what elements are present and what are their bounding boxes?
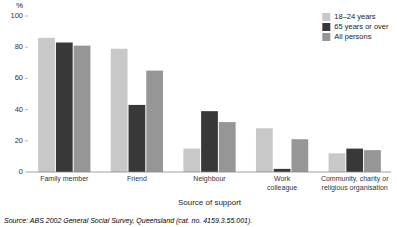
y-tick [25,47,28,48]
y-tick-label: 100 [10,11,23,20]
x-tick-label: Work colleague [267,175,297,192]
bar [183,149,200,172]
y-tick-label: 40 [15,105,23,114]
x-tick-label: Community, charity orreligious organisat… [321,175,389,192]
x-tick-label-line: Family member [40,175,89,183]
bar [74,46,91,172]
x-tick-label-line: Work [274,175,291,182]
bar [111,49,128,172]
y-tick-label: 20 [15,136,23,145]
bar [129,105,146,172]
chart: 0 20 40 60 80 100% Family member Friend Neighbou… [0,0,397,227]
y-tick-label: 0 [19,167,23,176]
x-tick-label-line: Community, charity or [321,175,389,183]
y-tick [25,78,28,79]
x-axis-label: Source of support [178,198,242,207]
bar [291,139,308,172]
bar [329,153,346,172]
y-tick-label: 60 [15,73,23,82]
y-axis-label: % [16,1,23,10]
legend-swatch [322,23,330,31]
y-tick [25,16,28,17]
legend-label: 65 years or over [334,22,389,31]
y-tick [25,172,28,173]
x-tick-label: Neighbour [193,175,226,183]
bars [38,38,381,172]
legend-label: 18–24 years [334,12,376,21]
bar [219,122,236,172]
bar [38,38,55,172]
legend-label: All persons [334,32,371,41]
bar [364,150,381,172]
y-tick [25,109,28,110]
y-tick [25,140,28,141]
bar [256,128,273,172]
x-tick-label-line: colleague [267,184,297,192]
bar [201,111,218,172]
bar [346,149,363,172]
x-tick-label-line: religious organisation [322,184,388,192]
bar [146,71,163,172]
legend: 18–24 years65 years or overAll persons [322,12,389,41]
x-tick-label: Friend [127,175,147,182]
x-tick-label: Family member [40,175,89,183]
footnote: Source: ABS 2002 General Social Survey, … [4,217,252,225]
bar [56,43,73,172]
bar [274,169,291,172]
legend-swatch [322,33,330,41]
x-tick-label-line: Neighbour [193,175,226,183]
y-tick-label: 80 [15,42,23,51]
legend-swatch [322,13,330,21]
x-axis-line [28,172,391,173]
x-tick-label-line: Friend [127,175,147,182]
